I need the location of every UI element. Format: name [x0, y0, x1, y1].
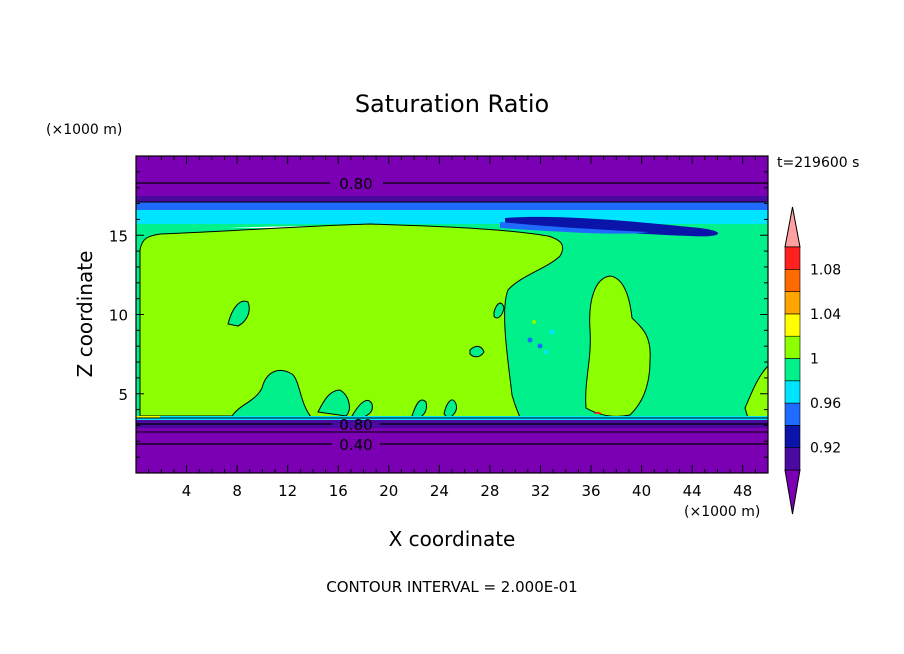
colorbar-high-arrow — [784, 206, 801, 248]
colorbar: 0.92 0.96 1 1.04 1.08 — [784, 206, 841, 515]
colorbar-swatch — [784, 313, 801, 337]
lower-dark-band — [136, 418, 768, 428]
contour-label: 0.80 — [339, 175, 372, 193]
colorbar-swatch — [784, 291, 801, 315]
x-unit-label: (×1000 m) — [684, 504, 760, 520]
colorbar-swatch — [784, 402, 801, 426]
colorbar-label: 1.08 — [810, 262, 841, 278]
colorbar-swatch — [784, 246, 801, 270]
scattered-cell — [544, 350, 548, 354]
y-tick-label: 15 — [109, 227, 128, 245]
upper-blue-streak — [500, 222, 650, 234]
colorbar-low-arrow — [784, 469, 801, 515]
scattered-cell — [549, 329, 555, 335]
lower-red-speck — [594, 411, 602, 414]
colorbar-label: 1.04 — [810, 307, 841, 323]
x-tick-label: 28 — [480, 482, 499, 500]
upper-dry-layer — [136, 156, 768, 202]
colorbar-label: 0.92 — [810, 441, 841, 457]
plot-field — [136, 156, 768, 473]
x-tick-label: 12 — [278, 482, 297, 500]
colorbar-swatch — [784, 447, 801, 471]
colorbar-swatch — [784, 268, 801, 292]
contour-label: 0.40 — [339, 436, 372, 454]
supersaturated-region — [139, 223, 564, 419]
subsaturated-finger — [469, 345, 485, 358]
subsaturated-sliver — [493, 302, 505, 319]
contour-interval-note: CONTOUR INTERVAL = 2.000E-01 — [326, 578, 577, 596]
x-tick-label: 40 — [632, 482, 651, 500]
y-tick-label: 5 — [118, 386, 128, 404]
colorbar-swatch — [784, 425, 801, 448]
time-label: t=219600 s — [777, 155, 859, 171]
x-tick-label: 4 — [182, 482, 192, 500]
x-axis-label: X coordinate — [389, 527, 516, 551]
x-tick-label: 20 — [379, 482, 398, 500]
x-tick-label: 32 — [531, 482, 550, 500]
scattered-cell — [532, 320, 536, 324]
subsaturated-pocket-left — [227, 300, 250, 327]
upper-dark-streak — [505, 216, 719, 237]
colorbar-swatch — [784, 335, 801, 359]
colorbar-label: 0.96 — [810, 396, 841, 412]
y-axis-label: Z coordinate — [73, 251, 97, 378]
supersaturated-lobe — [585, 275, 651, 417]
upper-dark-band — [136, 196, 768, 202]
colorbar-swatch — [784, 380, 801, 404]
x-tick-label: 8 — [232, 482, 242, 500]
x-tick-label: 48 — [733, 482, 752, 500]
x-tick-label: 36 — [581, 482, 600, 500]
x-tick-label: 24 — [430, 482, 449, 500]
upper-cyan-band — [136, 210, 768, 224]
colorbar-swatch — [784, 358, 801, 382]
subsaturated-pocket-mid — [317, 389, 350, 417]
y-unit-label: (×1000 m) — [46, 122, 122, 138]
y-tick-label: 10 — [109, 307, 128, 325]
contour-label: 0.80 — [339, 416, 372, 434]
x-tick-label: 44 — [683, 482, 702, 500]
chart-title: Saturation Ratio — [355, 90, 549, 118]
contour-labels: 0.80 0.80 0.40 — [339, 175, 372, 454]
scattered-cell — [527, 337, 533, 343]
scattered-cell — [537, 343, 543, 349]
colorbar-label: 1 — [810, 352, 819, 368]
x-tick-label: 16 — [329, 482, 348, 500]
upper-blue-band — [136, 202, 768, 210]
